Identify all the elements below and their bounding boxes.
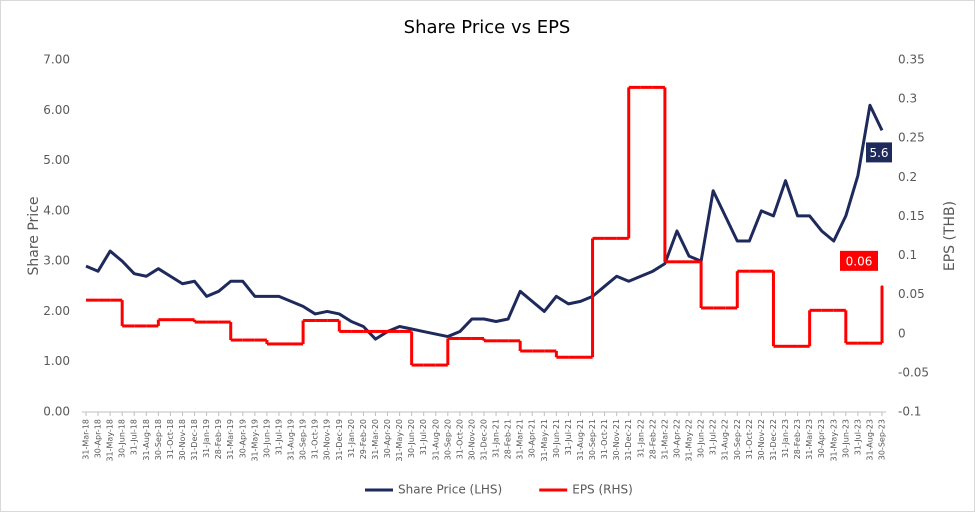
x-tick-label: 31-Oct-22 — [745, 419, 754, 459]
x-tick-label: 29-Feb-20 — [359, 419, 368, 459]
x-tick-label: 30-Sep-22 — [733, 419, 742, 460]
x-tick-label: 31-Dec-22 — [769, 419, 778, 461]
annotation-box — [840, 250, 878, 271]
x-tick-label: 30-Jun-19 — [262, 419, 271, 458]
x-tick-label: 31-May-18 — [106, 419, 115, 462]
y2-axis-label: EPS (THB) — [942, 201, 958, 271]
y2-tick-label: 0.1 — [898, 248, 917, 262]
legend-label: Share Price (LHS) — [398, 483, 502, 497]
annotation-box — [866, 142, 892, 163]
y2-tick-label: 0.25 — [898, 131, 925, 145]
x-tick-label: 31-Jan-22 — [636, 419, 645, 458]
x-tick-label: 31-Mar-21 — [516, 419, 525, 460]
x-tick-label: 30-Nov-19 — [323, 419, 332, 461]
x-tick-label: 31-May-23 — [829, 419, 838, 462]
x-tick-label: 31-Oct-18 — [166, 419, 175, 459]
x-tick-label: 30-Nov-20 — [467, 419, 476, 461]
x-tick-label: 28-Feb-23 — [793, 419, 802, 459]
x-tick-label: 31-Dec-21 — [624, 419, 633, 461]
x-tick-label: 31-Jul-23 — [853, 419, 862, 455]
x-tick-label: 30-Apr-18 — [94, 419, 103, 458]
x-tick-label: 31-Jul-18 — [130, 419, 139, 455]
x-tick-label: 30-Sep-21 — [588, 419, 597, 460]
x-tick-label: 30-Nov-22 — [757, 419, 766, 461]
y-tick-label: 1.00 — [43, 354, 70, 368]
x-tick-label: 31-Oct-19 — [311, 419, 320, 459]
annotation-text: 5.6 — [869, 146, 888, 160]
x-tick-label: 31-Jan-19 — [202, 419, 211, 458]
x-tick-label: 30-Apr-21 — [528, 419, 537, 458]
x-tick-label: 31-Mar-23 — [805, 419, 814, 460]
x-tick-label: 31-Jan-21 — [492, 419, 501, 458]
x-tick-label: 30-Sep-20 — [443, 419, 452, 460]
x-tick-label: 31-Aug-23 — [865, 419, 874, 461]
y-tick-label: 2.00 — [43, 304, 70, 318]
y-tick-label: 3.00 — [43, 254, 70, 268]
x-tick-label: 31-May-22 — [685, 419, 694, 462]
price-line — [85, 103, 884, 341]
x-tick-label: 31-Aug-19 — [287, 419, 296, 461]
x-tick-label: 30-Sep-23 — [878, 419, 887, 460]
x-tick-label: 30-Jun-18 — [118, 419, 127, 458]
x-tick-label: 31-Jul-21 — [564, 419, 573, 455]
x-tick-label: 30-Sep-19 — [299, 419, 308, 460]
x-tick-label: 31-May-19 — [250, 419, 259, 462]
y2-tick-label: 0.35 — [898, 53, 925, 67]
x-tick-label: 30-Apr-22 — [672, 419, 681, 458]
y2-tick-label: 0.3 — [898, 92, 917, 106]
x-tick-label: 30-Jun-23 — [841, 419, 850, 458]
x-tick-label: 30-Sep-18 — [154, 419, 163, 460]
y2-tick-label: -0.1 — [898, 405, 921, 419]
y2-tick-label: 0.2 — [898, 170, 917, 184]
x-tick-label: 30-Jun-20 — [407, 419, 416, 458]
x-tick-label: 31-Mar-19 — [226, 419, 235, 460]
x-tick-label: 28-Feb-19 — [214, 419, 223, 459]
y-tick-label: 5.00 — [43, 153, 70, 167]
x-tick-label: 30-Nov-21 — [612, 419, 621, 461]
y-tick-label: 0.00 — [43, 405, 70, 419]
x-tick-label: 31-Jul-22 — [709, 419, 718, 455]
x-tick-label: 30-Apr-19 — [238, 419, 247, 458]
x-tick-label: 31-Aug-20 — [431, 419, 440, 461]
x-tick-label: 31-Oct-20 — [455, 419, 464, 459]
x-tick-label: 31-Aug-22 — [721, 419, 730, 461]
x-tick-label: 31-Mar-18 — [82, 419, 91, 460]
x-tick-label: 31-Jan-20 — [347, 419, 356, 458]
x-tick-label: 31-Jul-19 — [274, 419, 283, 455]
y2-tick-label: 0.05 — [898, 287, 925, 301]
x-tick-label: 31-May-20 — [395, 419, 404, 462]
x-tick-label: 31-Oct-21 — [600, 419, 609, 459]
annotation-text: 0.06 — [846, 254, 873, 268]
x-tick-label: 31-Mar-20 — [371, 419, 380, 460]
y2-tick-label: 0.15 — [898, 209, 925, 223]
x-tick-label: 31-Dec-19 — [335, 419, 344, 461]
chart-title: Share Price vs EPS — [404, 17, 571, 38]
x-tick-label: 31-May-21 — [540, 419, 549, 462]
x-tick-label: 30-Jun-21 — [552, 419, 561, 458]
x-tick-label: 30-Apr-23 — [817, 419, 826, 458]
y2-tick-label: -0.05 — [898, 365, 929, 379]
x-tick-label: 30-Jun-22 — [697, 419, 706, 458]
x-tick-label: 31-Jan-23 — [781, 419, 790, 458]
x-tick-label: 31-Dec-20 — [480, 419, 489, 461]
x-tick-label: 30-Nov-18 — [178, 419, 187, 461]
eps-point — [880, 285, 884, 289]
x-tick-label: 31-Jul-20 — [419, 419, 428, 455]
x-tick-label: 31-Mar-22 — [660, 419, 669, 460]
x-tick-label: 31-Aug-21 — [576, 419, 585, 461]
x-tick-label: 31-Dec-18 — [190, 419, 199, 461]
x-tick-label: 28-Feb-22 — [648, 419, 657, 459]
x-tick-label: 30-Apr-20 — [383, 419, 392, 458]
y2-tick-label: 0 — [898, 326, 906, 340]
x-tick-label: 31-Aug-18 — [142, 419, 151, 461]
legend-label: EPS (RHS) — [572, 483, 633, 497]
y-tick-label: 4.00 — [43, 203, 70, 217]
y-tick-label: 6.00 — [43, 103, 70, 117]
y-axis-label: Share Price — [26, 196, 42, 275]
y-tick-label: 7.00 — [43, 53, 70, 67]
x-tick-label: 28-Feb-21 — [504, 419, 513, 459]
